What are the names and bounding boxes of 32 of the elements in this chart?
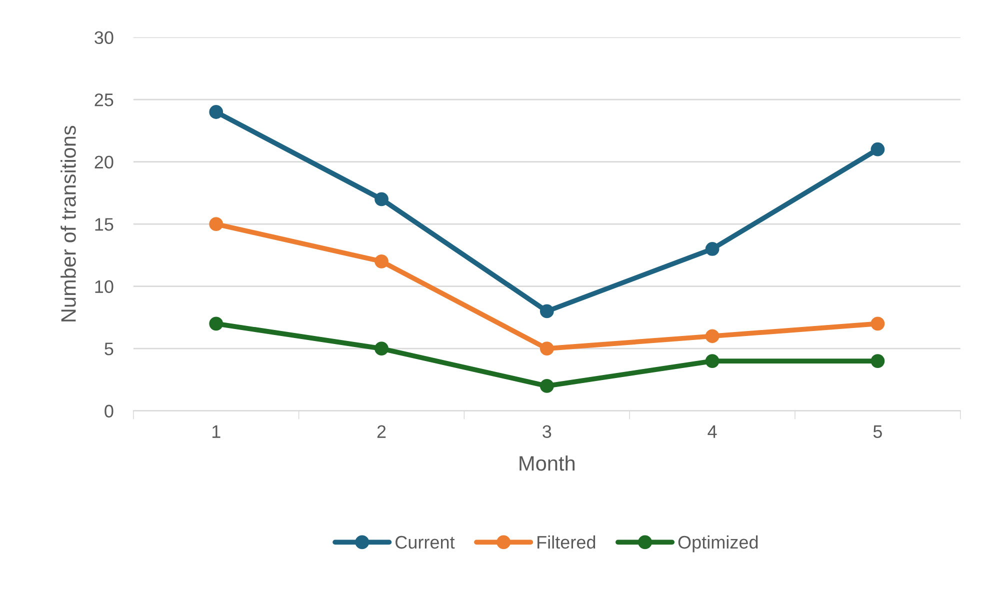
point bbox=[705, 329, 720, 344]
point bbox=[374, 192, 388, 206]
x-tick-label: 2 bbox=[377, 425, 386, 438]
point bbox=[374, 342, 388, 356]
point bbox=[209, 217, 224, 232]
point bbox=[870, 354, 885, 368]
point bbox=[209, 316, 224, 331]
legend-label: Current bbox=[396, 536, 455, 549]
x-tick-label: 4 bbox=[708, 425, 717, 438]
y-tick-label: 15 bbox=[95, 218, 114, 231]
point bbox=[540, 304, 554, 318]
y-tick-label: 25 bbox=[94, 93, 114, 106]
y-tick-label: 5 bbox=[104, 342, 114, 356]
point bbox=[870, 316, 885, 331]
point bbox=[705, 354, 720, 368]
y-tick-label: 30 bbox=[94, 31, 114, 44]
x-tick-label: 1 bbox=[212, 425, 220, 438]
point bbox=[540, 342, 554, 356]
y-tick-label: 20 bbox=[94, 156, 114, 169]
point bbox=[870, 142, 885, 156]
point bbox=[540, 379, 554, 393]
point bbox=[374, 254, 388, 268]
y-axis-title: Number of transitions bbox=[60, 126, 76, 322]
y-tick-label: 0 bbox=[104, 404, 114, 418]
point bbox=[209, 105, 224, 119]
x-axis-title: Month bbox=[520, 455, 575, 471]
point bbox=[705, 242, 720, 256]
legend-label: Optimized bbox=[678, 535, 758, 552]
x-tick-label: 5 bbox=[873, 425, 882, 438]
y-tick-label: 10 bbox=[95, 280, 114, 294]
x-tick-label: 3 bbox=[542, 425, 552, 438]
legend-label: Filtered bbox=[538, 535, 596, 549]
